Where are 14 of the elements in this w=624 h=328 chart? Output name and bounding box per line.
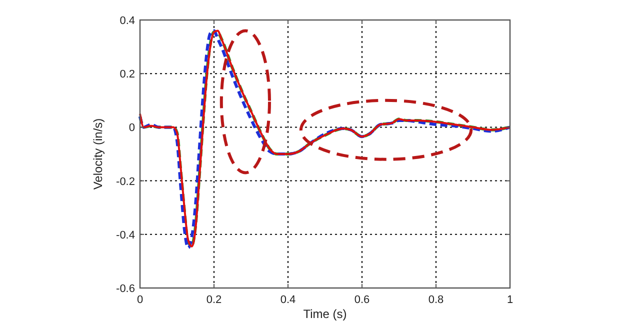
- y-tick-label: -0.2: [116, 176, 135, 188]
- x-tick-label: 0: [136, 294, 144, 306]
- y-tick-label: -0.6: [116, 283, 135, 295]
- x-tick-label: 1: [506, 294, 514, 306]
- y-axis-title: Velocity (in/s): [91, 118, 105, 190]
- x-axis-title: Time (s): [303, 307, 347, 321]
- x-tick-label: 0.8: [428, 294, 444, 306]
- y-tick-label: 0: [128, 122, 135, 134]
- y-tick-label: 0.2: [120, 68, 135, 81]
- y-tick-label: 0.4: [120, 15, 135, 27]
- y-tick-label: -0.4: [116, 229, 135, 242]
- x-tick-label: 0.6: [354, 294, 370, 306]
- x-tick-label: 0.4: [280, 294, 296, 306]
- x-tick-label: 0.2: [206, 294, 222, 306]
